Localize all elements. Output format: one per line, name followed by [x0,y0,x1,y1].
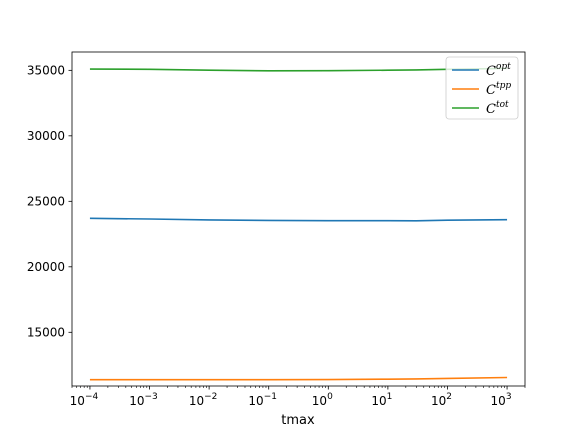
legend-box [445,56,519,120]
x-axis-label: tmax [281,413,315,428]
x-tick-label: 101 [371,392,392,408]
x-tick-label: 10−2 [189,392,218,408]
series-line-tot [89,67,508,72]
legend-label-tpp: Ctpp [486,81,511,98]
legend-label-tot: Ctot [486,100,509,117]
series-line-tpp [89,376,508,381]
x-tick-label: 100 [312,392,333,408]
x-tick-label: 102 [431,392,452,408]
y-tick-label: 35000 [27,63,65,77]
y-axis: 15000 20000 25000 30000 35000 [27,63,72,339]
legend: Copt Ctpp Ctot [445,56,519,120]
series-line-opt [89,217,508,222]
x-tick-label: 103 [491,392,512,408]
y-tick-label: 15000 [27,325,65,339]
legend-label-opt: Copt [486,62,511,79]
x-axis: 10−4 10−3 10−2 10−1 100 101 102 103 [70,386,526,408]
y-tick-label: 20000 [27,260,65,274]
y-tick-label: 25000 [27,194,65,208]
x-tick-label: 10−4 [70,392,99,408]
plot-frame [71,51,526,387]
x-tick-label: 10−1 [248,392,277,408]
y-tick-label: 30000 [27,129,65,143]
series-layer [89,67,508,381]
x-tick-label: 10−3 [129,392,158,408]
